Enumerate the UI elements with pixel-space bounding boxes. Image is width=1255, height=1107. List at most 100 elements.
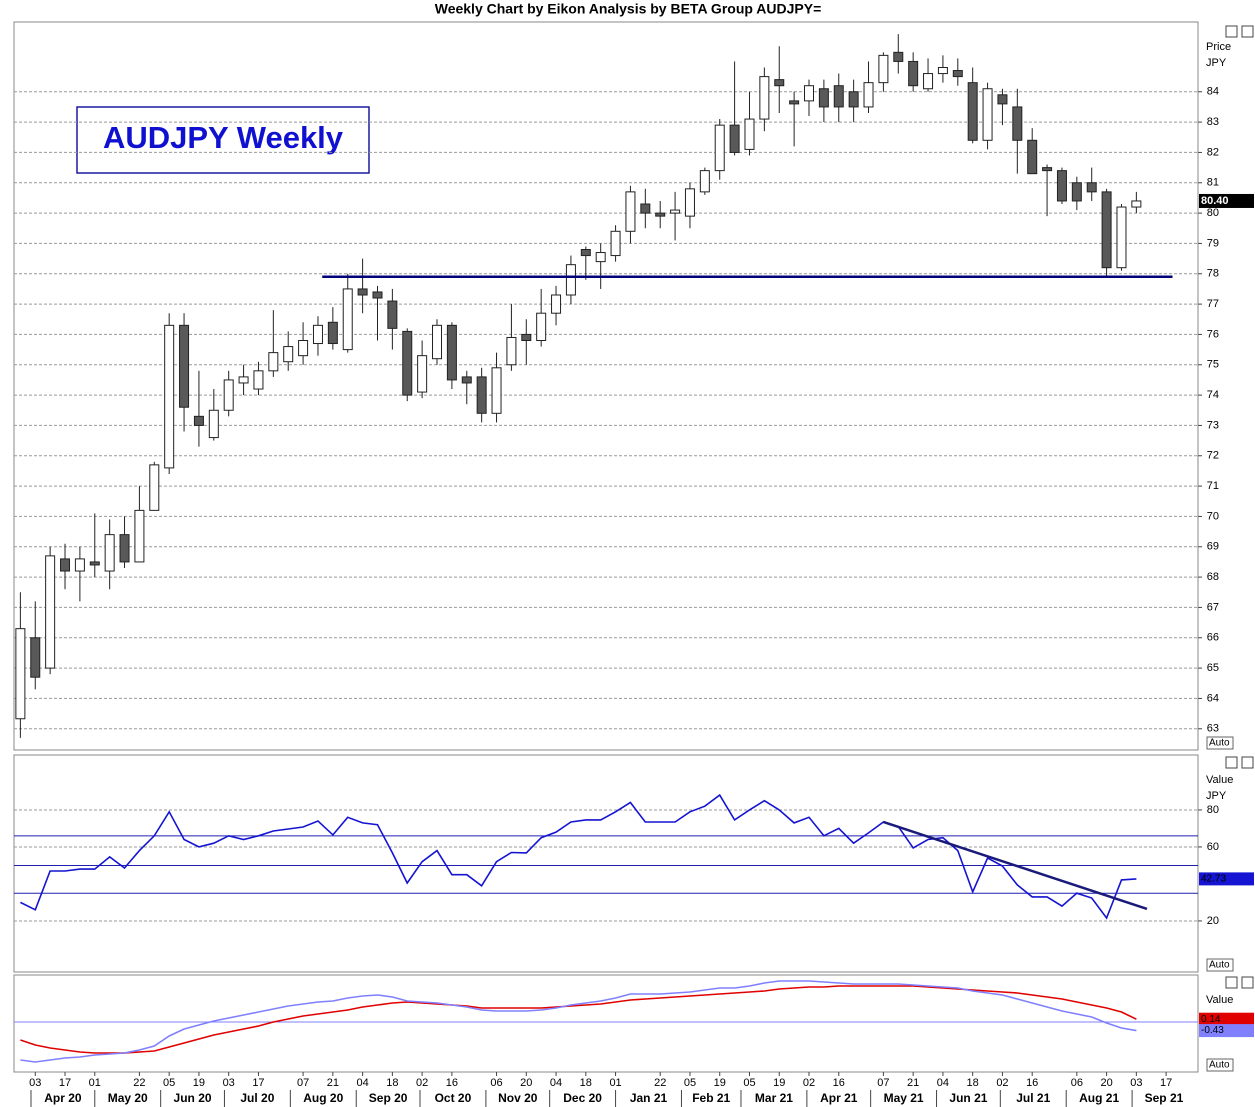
candle-body: [521, 333, 532, 341]
candle-body: [1042, 167, 1053, 172]
auto-button-label[interactable]: Auto: [1209, 960, 1230, 971]
candle-body: [179, 324, 190, 408]
candle-body: [268, 352, 279, 372]
candle-body: [848, 91, 859, 108]
candle-body: [208, 409, 219, 439]
y-tick-label: 84: [1207, 86, 1219, 98]
month-label: Dec 20: [563, 1091, 602, 1105]
candle-body: [506, 336, 517, 366]
y-tick-label: 72: [1207, 450, 1219, 462]
candle-body: [357, 288, 368, 296]
candle-body: [432, 324, 443, 360]
auto-button[interactable]: [1206, 736, 1234, 750]
x-tick-label: 18: [580, 1077, 592, 1089]
x-tick-label: 02: [996, 1077, 1008, 1089]
candle-body: [476, 376, 487, 414]
candle-body: [804, 85, 815, 102]
close-icon[interactable]: [1241, 976, 1254, 989]
close-icon[interactable]: [1241, 756, 1254, 769]
candle-body: [684, 188, 695, 217]
auto-button-label[interactable]: Auto: [1209, 738, 1230, 749]
candle-body: [45, 555, 56, 669]
y-tick-label: 78: [1207, 268, 1219, 280]
candle-body: [312, 324, 323, 345]
y-tick-label: 76: [1207, 328, 1219, 340]
y-tick-label: 65: [1207, 662, 1219, 674]
y-tick-label: 66: [1207, 632, 1219, 644]
y-tick-label: 67: [1207, 601, 1219, 613]
candle-body: [640, 203, 651, 214]
drawn-line: [883, 820, 1148, 911]
month-label: Feb 21: [692, 1091, 730, 1105]
candle-body: [283, 346, 294, 363]
x-tick-label: 03: [223, 1077, 235, 1089]
last-value-label: 42.73: [1201, 874, 1226, 885]
month-label: Jul 20: [240, 1091, 274, 1105]
candle-body: [952, 70, 963, 78]
candle-body: [774, 79, 785, 87]
axis-label: JPY: [1206, 790, 1227, 802]
x-tick-label: 16: [446, 1077, 458, 1089]
candle-body: [1116, 206, 1127, 269]
month-label: Jun 20: [174, 1091, 212, 1105]
candle-body: [551, 294, 562, 314]
x-tick-label: 22: [654, 1077, 666, 1089]
candle-body: [818, 88, 829, 108]
y-tick-label: 81: [1207, 177, 1219, 189]
candle-body: [1071, 182, 1082, 202]
annotation-box: [76, 106, 370, 174]
candle-body: [789, 100, 800, 105]
y-tick-label: 68: [1207, 571, 1219, 583]
x-tick-label: 20: [520, 1077, 532, 1089]
candle-body: [714, 124, 725, 172]
axis-label: JPY: [1206, 57, 1227, 69]
x-tick-label: 01: [89, 1077, 101, 1089]
month-label: Apr 20: [44, 1091, 82, 1105]
last-value-label: 0.14: [1201, 1014, 1221, 1025]
candle-body: [149, 464, 160, 511]
month-label: Mar 21: [755, 1091, 793, 1105]
y-tick-label: 70: [1207, 510, 1219, 522]
x-tick-label: 03: [1130, 1077, 1142, 1089]
y-tick-label: 83: [1207, 116, 1219, 128]
minimize-icon[interactable]: [1225, 976, 1238, 989]
candle-body: [134, 509, 145, 563]
candle-body: [923, 73, 934, 90]
y-tick-label: 77: [1207, 298, 1219, 310]
candle-body: [1012, 106, 1023, 141]
month-label: Oct 20: [435, 1091, 472, 1105]
close-icon[interactable]: [1241, 25, 1254, 38]
auto-button[interactable]: [1206, 958, 1234, 972]
x-tick-label: 17: [1160, 1077, 1172, 1089]
month-label: Aug 20: [303, 1091, 343, 1105]
window-icons: [1225, 25, 1254, 989]
candle-body: [223, 379, 234, 411]
x-tick-label: 07: [297, 1077, 309, 1089]
last-value-box: [1199, 1012, 1254, 1026]
x-tick-label: 04: [937, 1077, 949, 1089]
candle-body: [937, 67, 948, 75]
minimize-icon[interactable]: [1225, 25, 1238, 38]
candle-body: [298, 340, 309, 357]
auto-button[interactable]: [1206, 1058, 1234, 1072]
candle-body: [982, 88, 993, 141]
month-label: Apr 21: [820, 1091, 858, 1105]
x-tick-label: 20: [1100, 1077, 1112, 1089]
minimize-icon[interactable]: [1225, 756, 1238, 769]
month-label: May 21: [884, 1091, 924, 1105]
x-tick-label: 02: [803, 1077, 815, 1089]
candle-body: [565, 264, 576, 296]
month-label: May 20: [108, 1091, 148, 1105]
y-tick-label: 73: [1207, 419, 1219, 431]
x-tick-label: 21: [327, 1077, 339, 1089]
x-tick-label: 07: [877, 1077, 889, 1089]
x-tick-label: 02: [416, 1077, 428, 1089]
candle-body: [729, 124, 740, 153]
axis-label: Value: [1206, 774, 1233, 786]
y-tick-label: 80: [1207, 804, 1219, 816]
candle-body: [997, 94, 1008, 105]
auto-button-label[interactable]: Auto: [1209, 1060, 1230, 1071]
y-tick-label: 74: [1207, 389, 1219, 401]
x-tick-label: 19: [773, 1077, 785, 1089]
x-tick-label: 04: [356, 1077, 368, 1089]
